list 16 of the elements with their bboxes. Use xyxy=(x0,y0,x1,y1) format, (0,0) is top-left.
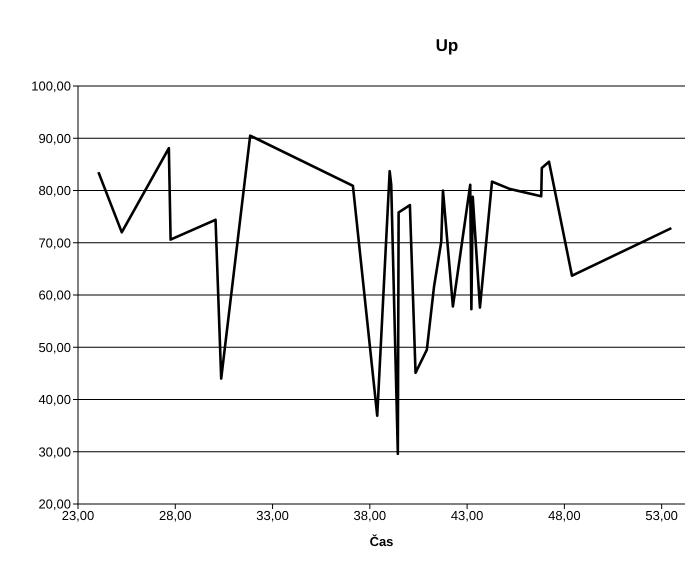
x-tick-label: 28,00 xyxy=(159,508,192,524)
x-tick-label: 43,00 xyxy=(450,508,484,524)
y-tick-label: 90,00 xyxy=(38,130,71,146)
x-tick-label: 48,00 xyxy=(548,508,581,524)
y-tick-label: 50,00 xyxy=(38,340,71,355)
x-tick-label: 33,00 xyxy=(256,508,289,524)
y-tick-label: 70,00 xyxy=(38,235,71,250)
y-tick-label: 30,00 xyxy=(38,444,71,460)
y-tick-label: 100,00 xyxy=(31,78,71,94)
x-axis-title: Čas xyxy=(370,534,394,549)
x-tick-label: 38,00 xyxy=(354,508,386,524)
y-tick-label: 60,00 xyxy=(38,288,71,303)
x-tick-label: 53,00 xyxy=(645,508,678,524)
y-tick-label: 40,00 xyxy=(38,392,71,408)
y-tick-label: 80,00 xyxy=(38,183,71,198)
chart-title: Up xyxy=(434,36,460,56)
